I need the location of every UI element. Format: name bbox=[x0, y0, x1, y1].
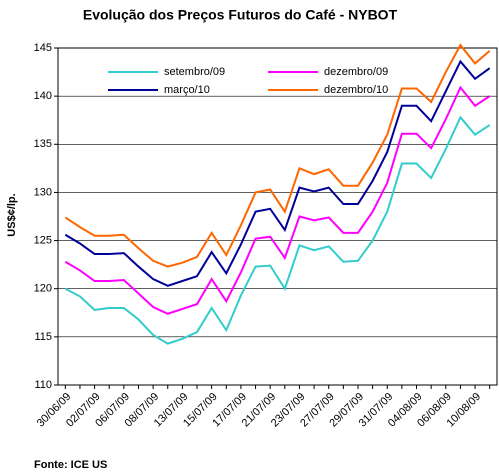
series-line bbox=[64, 43, 491, 268]
y-tick-label: 115 bbox=[34, 331, 52, 343]
y-tick-label: 130 bbox=[34, 186, 52, 198]
legend-label: setembro/09 bbox=[164, 66, 225, 78]
source: Fonte: ICE US bbox=[34, 459, 107, 471]
plot-frame bbox=[57, 47, 498, 386]
y-axis-label: US$¢/lp. bbox=[6, 193, 18, 236]
series-line bbox=[64, 115, 491, 345]
y-tick-label: 110 bbox=[34, 379, 52, 391]
y-tick-label: 120 bbox=[34, 283, 52, 295]
chart-title: Evolução dos Preços Futuros do Café - NY… bbox=[83, 7, 398, 23]
series-line bbox=[64, 85, 491, 315]
legend-label: dezembro/09 bbox=[324, 66, 388, 78]
y-tick-label: 145 bbox=[34, 42, 52, 54]
y-tick-label: 135 bbox=[34, 138, 52, 150]
series-line bbox=[64, 59, 491, 287]
y-tick-label: 140 bbox=[34, 90, 52, 102]
legend-label: março/10 bbox=[164, 84, 210, 96]
y-tick-label: 125 bbox=[34, 234, 52, 246]
legend-label: dezembro/10 bbox=[324, 84, 388, 96]
